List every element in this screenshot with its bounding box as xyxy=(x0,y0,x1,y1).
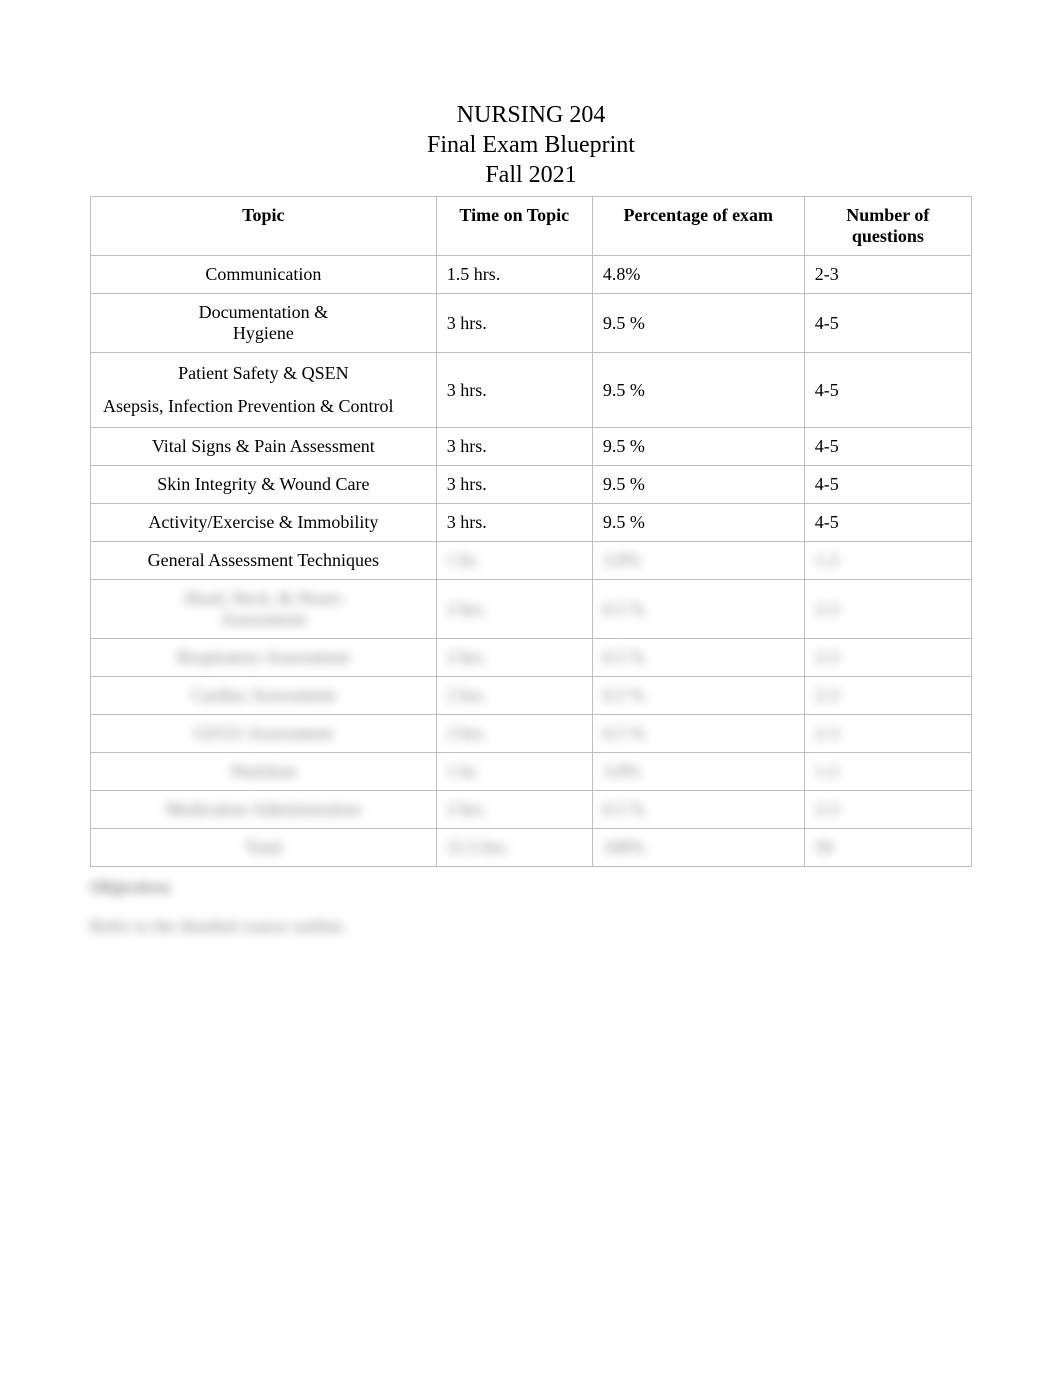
table-row: Communication 1.5 hrs. 4.8% 2-3 xyxy=(91,256,972,294)
cell-topic: Vital Signs & Pain Assessment xyxy=(91,428,437,466)
cell-topic-multi: Patient Safety & QSEN Asepsis, Infection… xyxy=(91,353,437,428)
table-row: Activity/Exercise & Immobility 3 hrs. 9.… xyxy=(91,504,972,542)
cell-topic-sub2: Asepsis, Infection Prevention & Control xyxy=(103,396,424,417)
cell-questions: 2-3 xyxy=(804,580,971,639)
cell-topic: Communication xyxy=(91,256,437,294)
cell-questions: 2-3 xyxy=(804,256,971,294)
table-row: Documentation & Hygiene 3 hrs. 9.5 % 4-5 xyxy=(91,294,972,353)
footer-objectives-label: Objectives xyxy=(90,877,972,898)
cell-percentage: 9.5 % xyxy=(592,353,804,428)
cell-percentage: 9.5 % xyxy=(592,294,804,353)
table-row: Vital Signs & Pain Assessment 3 hrs. 9.5… xyxy=(91,428,972,466)
cell-time: 3 hrs. xyxy=(436,428,592,466)
table-row: GI/GU Assessment 2 hrs. 6.5 % 2-3 xyxy=(91,715,972,753)
cell-topic: Total xyxy=(91,829,437,867)
cell-questions: 4-5 xyxy=(804,294,971,353)
cell-percentage: 6.5 % xyxy=(592,639,804,677)
cell-percentage: 6.5 % xyxy=(592,580,804,639)
cell-topic: Head, Neck, & Neuro Assessment xyxy=(91,580,437,639)
cell-topic: Medication Administration xyxy=(91,791,437,829)
title-line-1: NURSING 204 xyxy=(90,100,972,130)
header-percentage: Percentage of exam xyxy=(592,197,804,256)
exam-blueprint-table: Topic Time on Topic Percentage of exam N… xyxy=(90,196,972,867)
cell-time: 2 hrs. xyxy=(436,715,592,753)
cell-topic: Skin Integrity & Wound Care xyxy=(91,466,437,504)
cell-topic: Activity/Exercise & Immobility xyxy=(91,504,437,542)
cell-questions: 4-5 xyxy=(804,353,971,428)
footer-objectives-line: Refer to the detailed course outline. xyxy=(90,916,972,937)
cell-percentage: 6.5 % xyxy=(592,715,804,753)
cell-topic: Respiratory Assessment xyxy=(91,639,437,677)
table-row: Cardiac Assessment 2 hrs. 6.5 % 2-3 xyxy=(91,677,972,715)
cell-questions: 2-3 xyxy=(804,791,971,829)
document-title: NURSING 204 Final Exam Blueprint Fall 20… xyxy=(90,100,972,190)
table-row: Nutrition 1 hr. 3.0% 1-2 xyxy=(91,753,972,791)
table-row: General Assessment Techniques 1 hr. 3.0%… xyxy=(91,542,972,580)
cell-questions: 2-3 xyxy=(804,715,971,753)
header-questions: Number of questions xyxy=(804,197,971,256)
cell-time: 2 hrs. xyxy=(436,677,592,715)
header-time: Time on Topic xyxy=(436,197,592,256)
cell-questions: 4-5 xyxy=(804,428,971,466)
cell-percentage: 100% xyxy=(592,829,804,867)
cell-topic: GI/GU Assessment xyxy=(91,715,437,753)
header-topic: Topic xyxy=(91,197,437,256)
cell-topic: Cardiac Assessment xyxy=(91,677,437,715)
cell-questions: 4-5 xyxy=(804,466,971,504)
cell-time: 3 hrs. xyxy=(436,504,592,542)
table-row: Patient Safety & QSEN Asepsis, Infection… xyxy=(91,353,972,428)
cell-time: 3 hrs. xyxy=(436,466,592,504)
footer-section: Objectives Refer to the detailed course … xyxy=(90,877,972,937)
cell-questions: 50 xyxy=(804,829,971,867)
cell-questions: 4-5 xyxy=(804,504,971,542)
cell-questions: 1-2 xyxy=(804,753,971,791)
cell-percentage: 9.5 % xyxy=(592,466,804,504)
cell-questions: 2-3 xyxy=(804,639,971,677)
cell-percentage: 6.5 % xyxy=(592,791,804,829)
table-row: Head, Neck, & Neuro Assessment 2 hrs. 6.… xyxy=(91,580,972,639)
cell-time: 3 hrs. xyxy=(436,294,592,353)
cell-time: 31.5 hrs. xyxy=(436,829,592,867)
cell-time: 2 hrs. xyxy=(436,791,592,829)
cell-time: 3 hrs. xyxy=(436,353,592,428)
table-row: Respiratory Assessment 2 hrs. 6.5 % 2-3 xyxy=(91,639,972,677)
table-row: Skin Integrity & Wound Care 3 hrs. 9.5 %… xyxy=(91,466,972,504)
table-header-row: Topic Time on Topic Percentage of exam N… xyxy=(91,197,972,256)
cell-time: 1 hr. xyxy=(436,542,592,580)
cell-time: 2 hrs. xyxy=(436,580,592,639)
cell-percentage: 3.0% xyxy=(592,753,804,791)
table-body: Communication 1.5 hrs. 4.8% 2-3 Document… xyxy=(91,256,972,867)
cell-percentage: 9.5 % xyxy=(592,428,804,466)
cell-percentage: 3.0% xyxy=(592,542,804,580)
cell-topic: Nutrition xyxy=(91,753,437,791)
cell-time: 1 hr. xyxy=(436,753,592,791)
cell-time: 2 hrs. xyxy=(436,639,592,677)
cell-questions: 2-3 xyxy=(804,677,971,715)
title-line-2: Final Exam Blueprint xyxy=(90,130,972,160)
cell-percentage: 9.5 % xyxy=(592,504,804,542)
table-row: Total 31.5 hrs. 100% 50 xyxy=(91,829,972,867)
cell-topic-sub1: Patient Safety & QSEN xyxy=(103,363,424,384)
cell-percentage: 6.5 % xyxy=(592,677,804,715)
table-row: Medication Administration 2 hrs. 6.5 % 2… xyxy=(91,791,972,829)
cell-topic: Documentation & Hygiene xyxy=(91,294,437,353)
cell-percentage: 4.8% xyxy=(592,256,804,294)
cell-topic: General Assessment Techniques xyxy=(91,542,437,580)
cell-time: 1.5 hrs. xyxy=(436,256,592,294)
title-line-3: Fall 2021 xyxy=(90,160,972,190)
cell-questions: 1-2 xyxy=(804,542,971,580)
